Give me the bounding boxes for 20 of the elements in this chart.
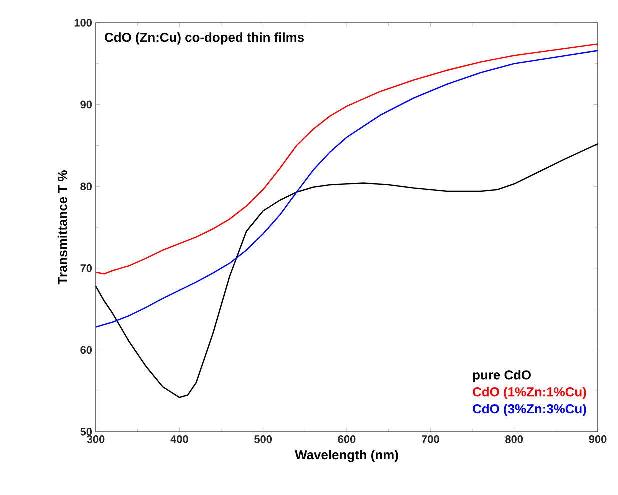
- y-tick-label: 80: [80, 182, 92, 190]
- x-tick-label: 400: [170, 436, 188, 444]
- x-axis-title: Wavelength (nm): [295, 450, 398, 462]
- text: pure CdO: [473, 370, 531, 382]
- x-tick-label: 600: [338, 436, 356, 444]
- y-tick-label: 60: [80, 346, 92, 354]
- y-tick-label: 50: [80, 428, 92, 436]
- x-tick-label: 700: [422, 436, 440, 444]
- x-tick-label: 500: [254, 436, 272, 444]
- text: CdO (1%Zn:1%Cu): [473, 387, 586, 400]
- line-series: [95, 143, 599, 398]
- y-tick-label: 90: [80, 100, 92, 109]
- x-tick-label: 800: [506, 436, 524, 444]
- x-tick-label: 900: [589, 436, 607, 444]
- text: CdO (Zn:Cu) co-doped thin films: [105, 32, 304, 45]
- x-tick-label: 300: [87, 436, 105, 444]
- text: CdO (3%Zn:3%Cu): [473, 404, 586, 416]
- y-tick-label: 100: [74, 19, 92, 27]
- y-tick-label: 70: [80, 264, 92, 272]
- y-axis-title: Transmittance T %: [58, 170, 68, 285]
